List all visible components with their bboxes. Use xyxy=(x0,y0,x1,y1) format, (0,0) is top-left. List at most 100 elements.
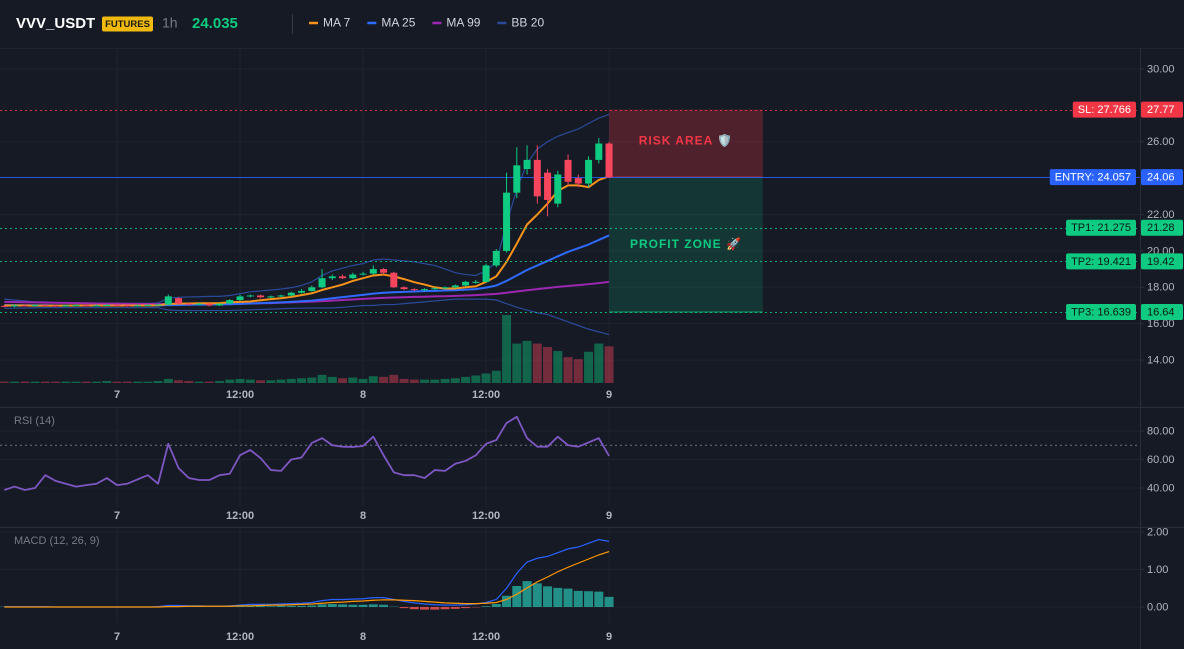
candle-body xyxy=(236,296,244,301)
volume-bar xyxy=(20,381,30,383)
candle-body xyxy=(164,296,172,305)
histogram-bar xyxy=(379,604,389,607)
level-price: 27.77 xyxy=(1147,104,1175,116)
zone xyxy=(609,177,763,313)
candle-body xyxy=(544,172,552,200)
histogram-bar xyxy=(399,606,409,609)
histogram-bar xyxy=(327,603,337,607)
histogram-bar xyxy=(553,587,563,607)
price-badge xyxy=(1141,219,1183,236)
candle-body xyxy=(52,305,60,307)
level-label: TP1: 21.275 xyxy=(1071,222,1131,234)
zone-label: PROFIT ZONE 🚀 xyxy=(630,237,742,251)
legend-label[interactable]: MA 7 xyxy=(323,16,351,30)
price-badge xyxy=(1141,304,1183,321)
volume-bar xyxy=(491,370,501,383)
candle-body xyxy=(93,305,101,307)
level-label: SL: 27.766 xyxy=(1078,104,1131,116)
volume-bar xyxy=(471,375,481,383)
x-tick-label: 9 xyxy=(606,389,612,401)
histogram-bar xyxy=(502,595,512,607)
candle-body xyxy=(451,285,459,288)
level-price: 21.28 xyxy=(1147,222,1175,234)
candle-body xyxy=(134,305,142,307)
candle-body xyxy=(523,159,531,170)
x-tick-label: 12:00 xyxy=(472,631,500,643)
histogram-bar xyxy=(532,583,542,607)
candle-body xyxy=(462,281,470,286)
x-tick-label: 8 xyxy=(360,631,366,643)
volume-bar xyxy=(256,380,266,383)
volume-bar xyxy=(204,381,214,383)
histogram-bar xyxy=(512,585,522,607)
y-tick-label: 26.00 xyxy=(1147,136,1175,148)
interval[interactable]: 1h xyxy=(162,15,178,31)
volume-bar xyxy=(286,378,296,383)
volume-bar xyxy=(30,381,40,383)
level-price: 24.06 xyxy=(1147,171,1175,183)
candle-body xyxy=(11,305,19,307)
price-badge xyxy=(1141,253,1183,270)
pane-title: RSI (14) xyxy=(14,415,55,427)
volume-bar xyxy=(450,378,460,383)
rsi-line xyxy=(4,415,610,491)
level-label: ENTRY: 24.057 xyxy=(1055,171,1131,183)
zone xyxy=(609,109,763,178)
legend-label[interactable]: MA 25 xyxy=(381,16,415,30)
volume-bar xyxy=(358,378,368,383)
level-badge xyxy=(1072,101,1136,118)
volume-bar xyxy=(92,381,102,383)
macd-line xyxy=(4,550,610,608)
histogram-bar xyxy=(430,606,440,610)
volume-bar xyxy=(440,378,450,383)
candle-body xyxy=(298,290,306,293)
price-badge xyxy=(1141,101,1183,118)
volume-bar xyxy=(51,381,61,383)
histogram-bar xyxy=(286,605,296,607)
badge-bg xyxy=(102,16,153,32)
candle-body xyxy=(185,303,193,305)
volume-bar xyxy=(420,379,430,383)
bb-lower xyxy=(4,298,610,336)
candle-body xyxy=(226,300,234,304)
level-price: 16.64 xyxy=(1147,306,1175,318)
candle-body xyxy=(595,143,603,160)
histogram-bar xyxy=(307,605,317,607)
candle-body xyxy=(267,296,275,298)
volume-bar xyxy=(61,381,71,383)
y-tick-label: 80.00 xyxy=(1147,425,1175,437)
volume-bar xyxy=(430,379,440,383)
candle-body xyxy=(144,305,152,307)
legend-label[interactable]: MA 99 xyxy=(446,16,480,30)
y-tick-label: 14.00 xyxy=(1147,354,1175,366)
candle-body xyxy=(328,276,336,279)
x-tick-label: 12:00 xyxy=(226,510,254,522)
histogram-bar xyxy=(450,606,460,609)
y-tick-label: 0.00 xyxy=(1147,601,1168,613)
histogram-bar xyxy=(409,606,419,610)
candle-body xyxy=(421,289,429,291)
level-badge xyxy=(1049,169,1136,186)
histogram-bar xyxy=(563,588,573,607)
x-tick-label: 12:00 xyxy=(226,631,254,643)
legend-label[interactable]: BB 20 xyxy=(511,16,544,30)
histogram-bar xyxy=(543,586,553,607)
histogram-bar xyxy=(604,596,614,607)
candle-body xyxy=(339,276,347,279)
symbol[interactable]: VVV_USDT xyxy=(16,15,95,32)
volume-bar xyxy=(563,357,573,383)
y-tick-label: 2.00 xyxy=(1147,526,1168,538)
volume-bar xyxy=(348,377,358,383)
x-tick-label: 8 xyxy=(360,510,366,522)
x-tick-label: 12:00 xyxy=(472,389,500,401)
volume-bar xyxy=(245,379,255,383)
volume-bar xyxy=(235,378,245,383)
x-tick-label: 7 xyxy=(114,510,120,522)
histogram-bar xyxy=(276,605,286,607)
candle-body xyxy=(277,295,285,297)
volume-bar xyxy=(215,380,225,383)
y-tick-label: 1.00 xyxy=(1147,564,1168,576)
volume-bar xyxy=(409,379,419,383)
candle-body xyxy=(349,274,357,279)
